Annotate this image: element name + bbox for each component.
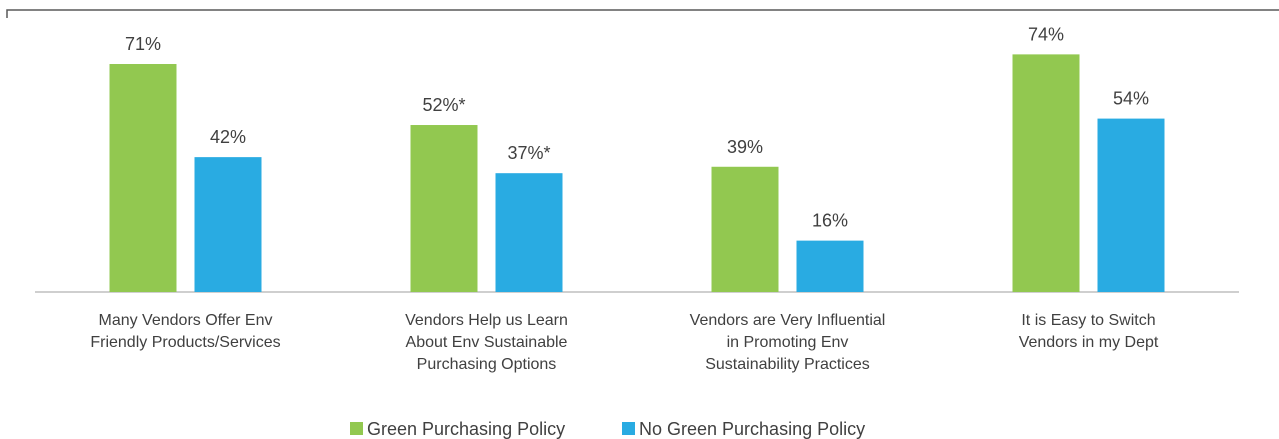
- value-label: 39%: [727, 137, 763, 157]
- value-label: 42%: [210, 127, 246, 147]
- bar: [495, 173, 563, 292]
- legend-label: Green Purchasing Policy: [367, 419, 565, 439]
- value-label: 74%: [1028, 24, 1064, 44]
- value-label: 54%: [1113, 89, 1149, 109]
- value-label: 16%: [812, 211, 848, 231]
- bar: [194, 157, 262, 292]
- value-label: 52%*: [422, 95, 465, 115]
- bar: [711, 166, 779, 292]
- bar: [410, 125, 478, 293]
- bar: [796, 240, 864, 292]
- x-tick-label: Vendors Help us Learn About Env Sustaina…: [405, 312, 568, 373]
- legend-swatch: [350, 422, 363, 435]
- bar: [1097, 118, 1165, 292]
- x-tick-label: Vendors are Very Influential in Promotin…: [689, 312, 886, 373]
- x-tick-label: Many Vendors Offer Env Friendly Products…: [90, 312, 281, 351]
- x-tick-label: It is Easy to Switch Vendors in my Dept: [1018, 312, 1159, 351]
- value-label: 37%*: [507, 143, 550, 163]
- bar: [109, 64, 177, 292]
- legend-swatch: [622, 422, 635, 435]
- frame: [6, 9, 1279, 18]
- bar: [1012, 54, 1080, 292]
- value-label: 71%: [125, 34, 161, 54]
- legend-label: No Green Purchasing Policy: [639, 419, 865, 439]
